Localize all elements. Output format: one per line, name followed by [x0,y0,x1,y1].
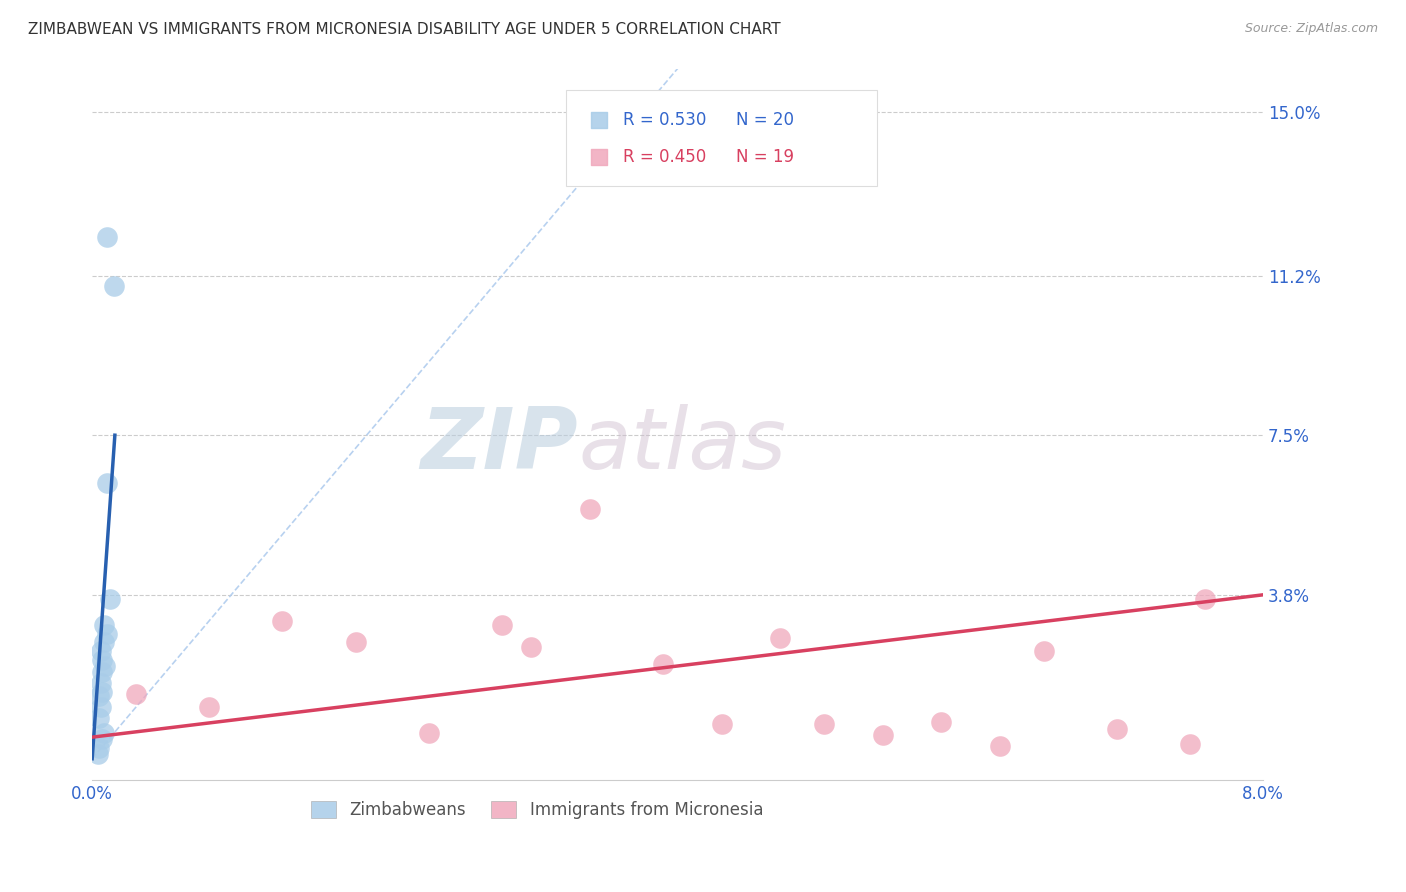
Point [418,726,440,740]
Point [1178,737,1201,751]
Point [1194,592,1216,607]
Point [89,711,111,725]
Text: ZIP: ZIP [420,404,578,487]
Point [1105,722,1128,736]
Point [344,635,367,649]
Text: ZIMBABWEAN VS IMMIGRANTS FROM MICRONESIA DISABILITY AGE UNDER 5 CORRELATION CHAR: ZIMBABWEAN VS IMMIGRANTS FROM MICRONESIA… [28,22,780,37]
Text: N = 20: N = 20 [737,112,794,129]
Point [652,657,675,671]
Point [1032,644,1054,658]
Point [813,717,835,731]
Point [93,726,115,740]
Point [96,229,118,244]
Point [578,501,600,516]
Point [93,635,115,649]
Point [710,717,733,731]
Text: R = 0.450: R = 0.450 [623,148,706,167]
Legend: Zimbabweans, Immigrants from Micronesia: Zimbabweans, Immigrants from Micronesia [305,794,769,825]
Point [769,631,792,645]
Point [271,614,294,628]
Point [91,732,114,747]
Point [103,279,125,293]
Point [96,475,118,490]
Point [125,687,148,701]
FancyBboxPatch shape [567,90,877,186]
Point [96,626,118,640]
Point [87,747,110,762]
Point [94,659,117,673]
Point [491,618,513,632]
Point [91,665,114,680]
Text: atlas: atlas [578,404,786,487]
Point [198,700,221,714]
Point [872,728,894,742]
Point [90,676,112,690]
Point [98,592,121,607]
Text: N = 19: N = 19 [737,148,794,167]
Point [89,741,111,756]
Text: R = 0.530: R = 0.530 [623,112,706,129]
Point [90,644,112,658]
Point [89,689,111,703]
Point [93,618,115,632]
Point [90,700,112,714]
Point [91,685,114,699]
Point [988,739,1011,753]
Point [91,652,114,666]
Point [929,714,952,729]
Point [520,640,543,654]
Text: Source: ZipAtlas.com: Source: ZipAtlas.com [1244,22,1378,36]
